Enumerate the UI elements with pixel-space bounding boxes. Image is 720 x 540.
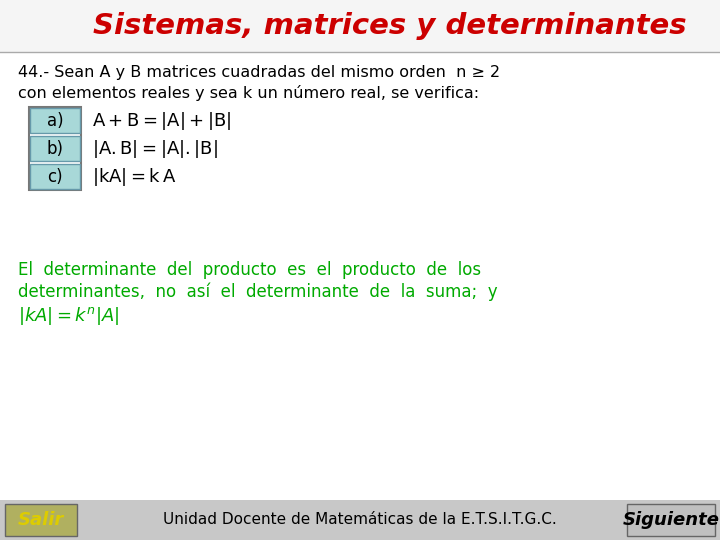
Text: El  determinante  del  producto  es  el  producto  de  los: El determinante del producto es el produ…: [18, 261, 481, 279]
Text: $|kA| = k^n|A|$: $|kA| = k^n|A|$: [18, 305, 120, 327]
Bar: [29, 107, 81, 190]
Text: Sistemas, matrices y determinantes: Sistemas, matrices y determinantes: [93, 12, 687, 40]
Text: $\mathrm{|kA| = k\,A}$: $\mathrm{|kA| = k\,A}$: [92, 165, 176, 187]
Text: b): b): [47, 139, 63, 158]
Bar: [0, 0, 720, 52]
Text: Unidad Docente de Matemáticas de la E.T.S.I.T.G.C.: Unidad Docente de Matemáticas de la E.T.…: [163, 512, 557, 528]
Bar: [627, 504, 715, 536]
Text: $\mathrm{|A.B| = |A|.|B|}$: $\mathrm{|A.B| = |A|.|B|}$: [92, 138, 218, 159]
Bar: [30, 164, 80, 189]
Text: Siguiente: Siguiente: [623, 511, 719, 529]
Text: a): a): [47, 111, 63, 130]
Bar: [30, 136, 80, 161]
Text: Salir: Salir: [18, 511, 64, 529]
Bar: [5, 504, 77, 536]
Text: $\mathrm{A + B = |A| + |B|}$: $\mathrm{A + B = |A| + |B|}$: [92, 110, 232, 132]
Text: determinantes,  no  así  el  determinante  de  la  suma;  y: determinantes, no así el determinante de…: [18, 283, 498, 301]
Text: 44.- Sean A y B matrices cuadradas del mismo orden  n ≥ 2: 44.- Sean A y B matrices cuadradas del m…: [18, 64, 500, 79]
Bar: [30, 108, 80, 133]
Text: con elementos reales y sea k un número real, se verifica:: con elementos reales y sea k un número r…: [18, 85, 479, 101]
Bar: [0, 500, 720, 540]
Text: c): c): [48, 167, 63, 186]
